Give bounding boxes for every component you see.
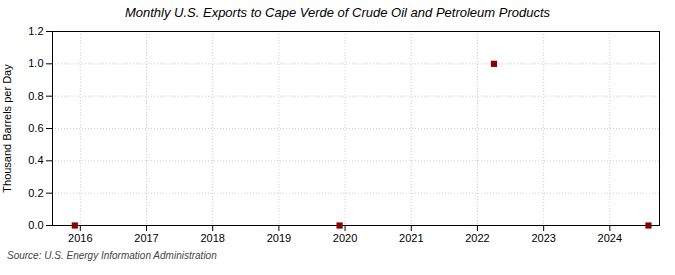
- svg-text:2023: 2023: [531, 232, 555, 244]
- svg-text:0.0: 0.0: [28, 219, 43, 231]
- html-text:Monthly U.S. Exports to Cape V: Monthly U.S. Exports to Cape Verde of Cr…: [124, 5, 550, 20]
- svg-text:0.4: 0.4: [28, 154, 43, 166]
- svg-text:2019: 2019: [267, 232, 291, 244]
- svg-text:2016: 2016: [68, 232, 92, 244]
- svg-text:2018: 2018: [200, 232, 224, 244]
- svg-text:0.6: 0.6: [28, 122, 43, 134]
- html-text:Source: U.S. Energy Informatio: Source: U.S. Energy Information Administ…: [7, 250, 217, 261]
- svg-text:0.2: 0.2: [28, 187, 43, 199]
- svg-text:0.8: 0.8: [28, 90, 43, 102]
- svg-text:1.2: 1.2: [28, 25, 43, 37]
- svg-text:2021: 2021: [399, 232, 423, 244]
- svg-text:Thousand Barrels per Day: Thousand Barrels per Day: [1, 64, 13, 193]
- svg-text:2017: 2017: [134, 232, 158, 244]
- svg-text:2022: 2022: [465, 232, 489, 244]
- svg-text:1.0: 1.0: [28, 57, 43, 69]
- svg-text:2024: 2024: [598, 232, 622, 244]
- svg-text:2020: 2020: [333, 232, 357, 244]
